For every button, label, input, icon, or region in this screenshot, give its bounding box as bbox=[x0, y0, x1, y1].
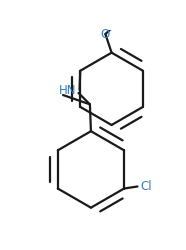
Text: Cl: Cl bbox=[140, 180, 152, 193]
Text: O: O bbox=[101, 28, 110, 40]
Text: HN: HN bbox=[58, 84, 76, 98]
